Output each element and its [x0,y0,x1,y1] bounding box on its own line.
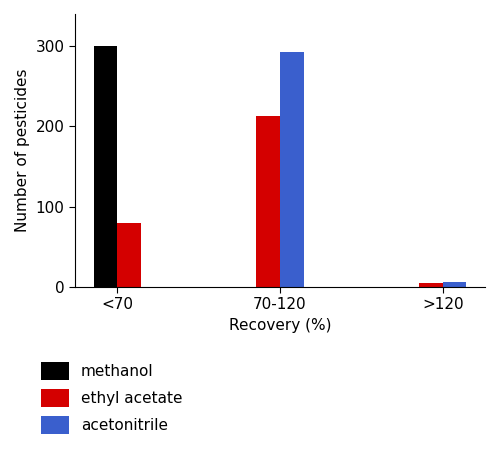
Y-axis label: Number of pesticides: Number of pesticides [15,69,30,232]
Bar [280,52,303,287]
Bar [442,282,466,287]
X-axis label: Recovery (%): Recovery (%) [229,318,331,333]
Bar [256,116,280,287]
Bar [94,46,118,287]
Legend: methanol, ethyl acetate, acetonitrile: methanol, ethyl acetate, acetonitrile [34,355,190,441]
Bar [118,223,141,287]
Bar [419,283,442,287]
